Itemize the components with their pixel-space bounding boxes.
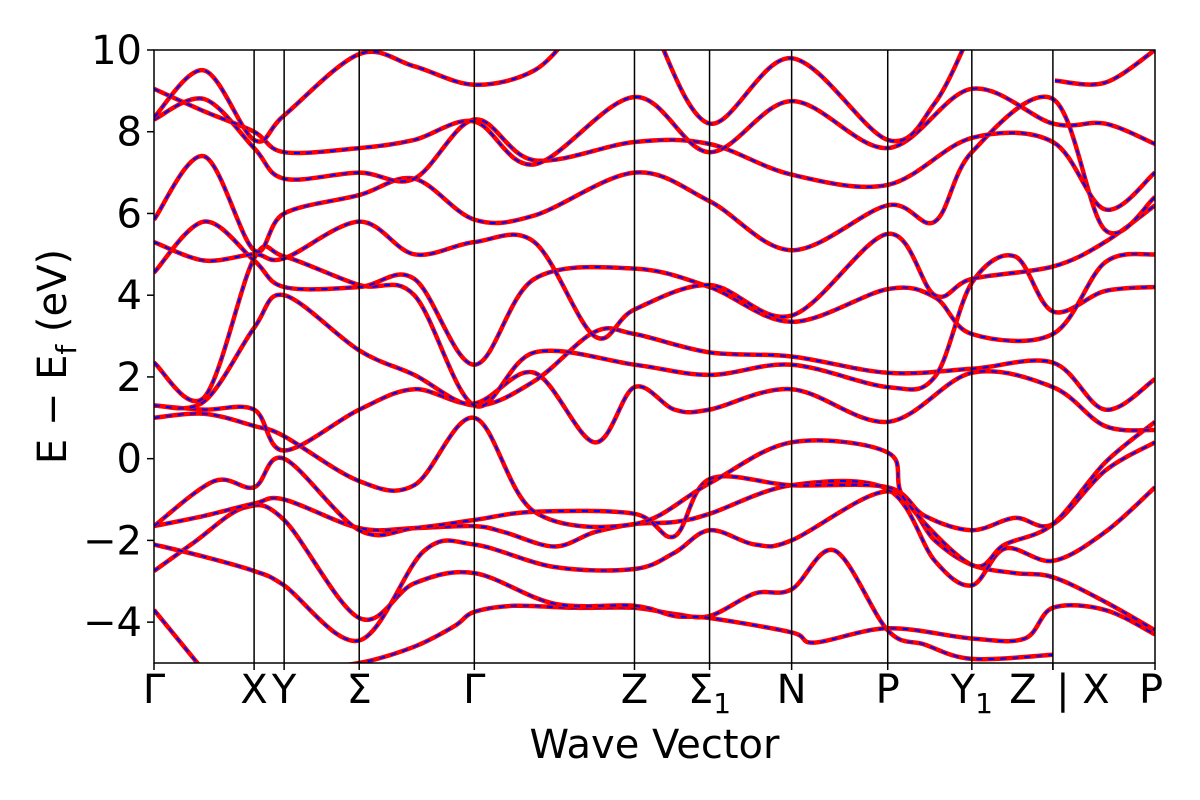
band-0-overlay: [154, 609, 199, 663]
x-axis-label: Wave Vector: [530, 722, 781, 768]
kpoint-lines: [253, 50, 1054, 663]
band-15-reference: [154, 50, 561, 144]
x-axis: Γ X Y Σ Γ Z Σ1 N P Y1 Z | X P: [143, 663, 1163, 720]
band-6-reference: [154, 411, 1155, 569]
y-tick-label: 4: [117, 273, 142, 319]
band-3-reference: [154, 489, 1155, 644]
x-tick-label-12: P: [1139, 667, 1163, 713]
band-1-reference: [344, 547, 1054, 663]
band-2-reference: [154, 502, 1155, 645]
band-3-overlay: [154, 490, 1155, 642]
y-axis: −4 −2 0 2 4 6 8 10: [83, 28, 154, 646]
band-12-reference: [154, 94, 1155, 255]
x-tick-label-9: Y1: [950, 667, 993, 720]
band-7-overlay: [154, 370, 1155, 452]
y-axis-label-main: E − E: [30, 355, 76, 465]
band-8-overlay: [154, 293, 1155, 411]
band-16-overlay: [662, 50, 964, 143]
x-tick-label-3: Σ: [347, 667, 372, 713]
x-tick-label-5: Z: [621, 667, 648, 713]
band-5-reference: [154, 440, 1155, 540]
band-15-overlay: [154, 50, 559, 143]
band-10-overlay: [154, 220, 1155, 366]
x-tick-label-8: P: [876, 667, 900, 713]
band-17-reference: [1054, 50, 1155, 87]
band-17-overlay: [1054, 50, 1155, 86]
y-axis-label-sub: f: [50, 344, 83, 355]
y-tick-label: 6: [117, 191, 142, 237]
x-tick-label-4: Γ: [463, 667, 486, 713]
plot-frame: [153, 49, 1156, 664]
band-5-overlay: [154, 441, 1155, 539]
band-10-reference: [154, 219, 1155, 367]
x-tick-label-2: Y: [271, 667, 297, 713]
x-tick-label-1: X: [240, 667, 267, 713]
y-tick-label: −4: [83, 600, 142, 646]
y-tick-label: 2: [117, 355, 142, 401]
x-tick-label-6: Σ1: [688, 667, 731, 720]
y-tick-label: 0: [117, 437, 142, 483]
x-tick-label-7: N: [777, 667, 807, 713]
y-axis-label-unit: (eV): [30, 249, 76, 345]
x-tick-label-11: | X: [1056, 667, 1110, 713]
y-tick-label: −2: [83, 518, 142, 564]
x-tick-label-10: Z: [1009, 667, 1036, 713]
x-tick-label-0: Γ: [143, 667, 166, 713]
band-13-reference: [154, 96, 1155, 212]
band-7-reference: [154, 369, 1155, 453]
bands-layer: [154, 50, 1155, 663]
y-axis-label: E − Ef (eV): [30, 249, 83, 464]
band-14-overlay: [154, 87, 1155, 166]
y-tick-label: 10: [91, 28, 142, 74]
y-tick-label: 8: [117, 110, 142, 156]
